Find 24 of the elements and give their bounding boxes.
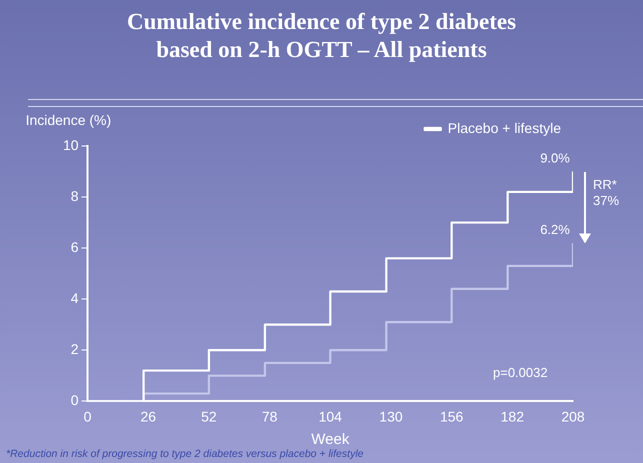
x-tick-label: 0	[84, 408, 92, 424]
x-tick-label: 26	[140, 408, 156, 424]
annotation: 9.0%	[540, 150, 570, 166]
y-tick-label: 0	[70, 392, 79, 408]
y-tick-label: 10	[62, 136, 79, 153]
legend-label: Placebo + lifestyle	[448, 120, 562, 136]
x-tick-label: 208	[561, 408, 585, 424]
x-tick-label: 130	[379, 408, 403, 424]
text: *Reduction in risk of progressing to type 2 diabetes versus placebo + lifestyle	[6, 448, 364, 460]
x-axis-title: Week	[311, 431, 350, 448]
text: RR* 37%	[593, 176, 620, 209]
annotation: 6.2%	[540, 222, 570, 238]
y-tick-label: 4	[70, 290, 79, 306]
chart-title: Cumulative incidence of type 2 diabetes based on 2-h OGTT – All patients	[126, 8, 518, 64]
y-tick-label: 6	[70, 238, 79, 255]
y-tick-label: 2	[70, 341, 79, 358]
annotation: p=0.0032	[493, 365, 548, 382]
y-axis-title: Incidence (%)	[26, 112, 112, 128]
x-tick-label: 78	[262, 408, 278, 424]
x-tick-label: 156	[440, 408, 464, 424]
x-tick-label: 104	[318, 408, 342, 424]
x-tick-label: 182	[500, 408, 524, 424]
x-tick-label: 52	[201, 408, 217, 424]
y-tick-label: 8	[70, 188, 79, 204]
